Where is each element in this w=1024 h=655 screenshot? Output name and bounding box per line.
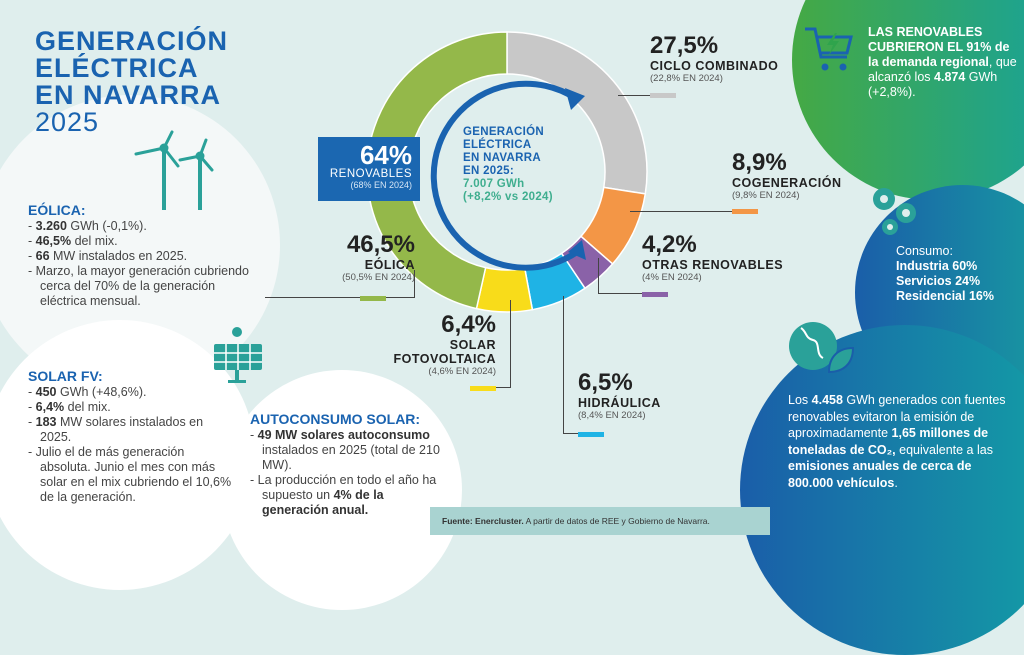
autoconsumo-heading: AUTOCONSUMO SOLAR:: [250, 411, 421, 427]
list-item: Julio el de más generación absoluta. Jun…: [28, 445, 233, 505]
shopping-cart-bolt-icon: [805, 27, 853, 71]
leader-line: [563, 296, 578, 434]
label-cogeneracion: 8,9% COGENERACIÓN (9,8% EN 2024): [732, 149, 842, 202]
list-item: Marzo, la mayor generación cubriendo cer…: [28, 264, 258, 309]
label-otras-renovables: 4,2% OTRAS RENOVABLES (4% EN 2024): [642, 231, 784, 284]
renovables-badge: 64% RENOVABLES (68% EN 2024): [318, 137, 420, 201]
consumo-text: Consumo: Industria 60% Servicios 24% Reside…: [896, 244, 994, 303]
circular-arrow-icon: [430, 80, 586, 271]
leader-line: [618, 95, 650, 96]
demanda-text: LAS RENOVABLES CUBRIERON EL 91% de la de…: [868, 25, 1017, 99]
autoconsumo-info: AUTOCONSUMO SOLAR: 49 MW solares autocon…: [250, 411, 440, 518]
source-footer: Fuente: Enercluster. A partir de datos d…: [430, 507, 770, 535]
list-item: 49 MW solares autoconsumo instalados en …: [250, 428, 440, 473]
list-item: 46,5% del mix.: [28, 234, 258, 249]
label-eolica: 46,5% EÓLICA (50,5% EN 2024): [342, 231, 415, 284]
page-title: GENERACIÓN ELÉCTRICA EN NAVARRA 2025: [35, 26, 229, 137]
wind-turbine-icon: [134, 130, 214, 210]
solar-heading: SOLAR FV:: [28, 368, 103, 384]
list-item: La producción en todo el año ha supuesto…: [250, 473, 440, 518]
list-item: 183 MW solares instalados en 2025.: [28, 415, 233, 445]
list-item: 3.260 GWh (-0,1%).: [28, 219, 258, 234]
leader-line: [630, 211, 732, 212]
emisiones-text: Los 4.458 GWh generados con fuentes reno…: [788, 393, 1006, 490]
solar-panel-icon: [214, 327, 262, 383]
eolica-heading: EÓLICA:: [28, 202, 86, 218]
label-solar-fv: 6,4% SOLAR FOTOVOLTAICA (4,6% EN 2024): [393, 311, 496, 378]
donut-slice-eólica: [366, 31, 508, 310]
swatch-cogeneracion: [732, 209, 758, 214]
solar-info: SOLAR FV: 450 GWh (+48,6%). 6,4% del mix…: [28, 368, 233, 505]
swatch-ciclo: [650, 93, 676, 98]
label-ciclo-combinado: 27,5% CICLO COMBINADO (22,8% EN 2024): [650, 32, 779, 85]
swatch-otras: [642, 292, 668, 297]
center-summary: GENERACIÓN ELÉCTRICA EN NAVARRA EN 2025: 7.…: [463, 126, 553, 203]
label-hidraulica: 6,5% HIDRÁULICA (8,4% EN 2024): [578, 369, 661, 422]
list-item: 66 MW instalados en 2025.: [28, 249, 258, 264]
list-item: 450 GWh (+48,6%).: [28, 385, 233, 400]
eolica-info: EÓLICA: 3.260 GWh (-0,1%). 46,5% del mix…: [28, 202, 258, 309]
leader-line: [598, 258, 642, 294]
swatch-hidraulica: [578, 432, 604, 437]
leader-line: [496, 300, 511, 388]
gears-icon: [873, 188, 916, 235]
swatch-solar: [470, 386, 496, 391]
leader-line: [265, 270, 415, 298]
globe-leaf-icon: [789, 322, 855, 374]
swatch-eolica: [360, 296, 386, 301]
list-item: 6,4% del mix.: [28, 400, 233, 415]
